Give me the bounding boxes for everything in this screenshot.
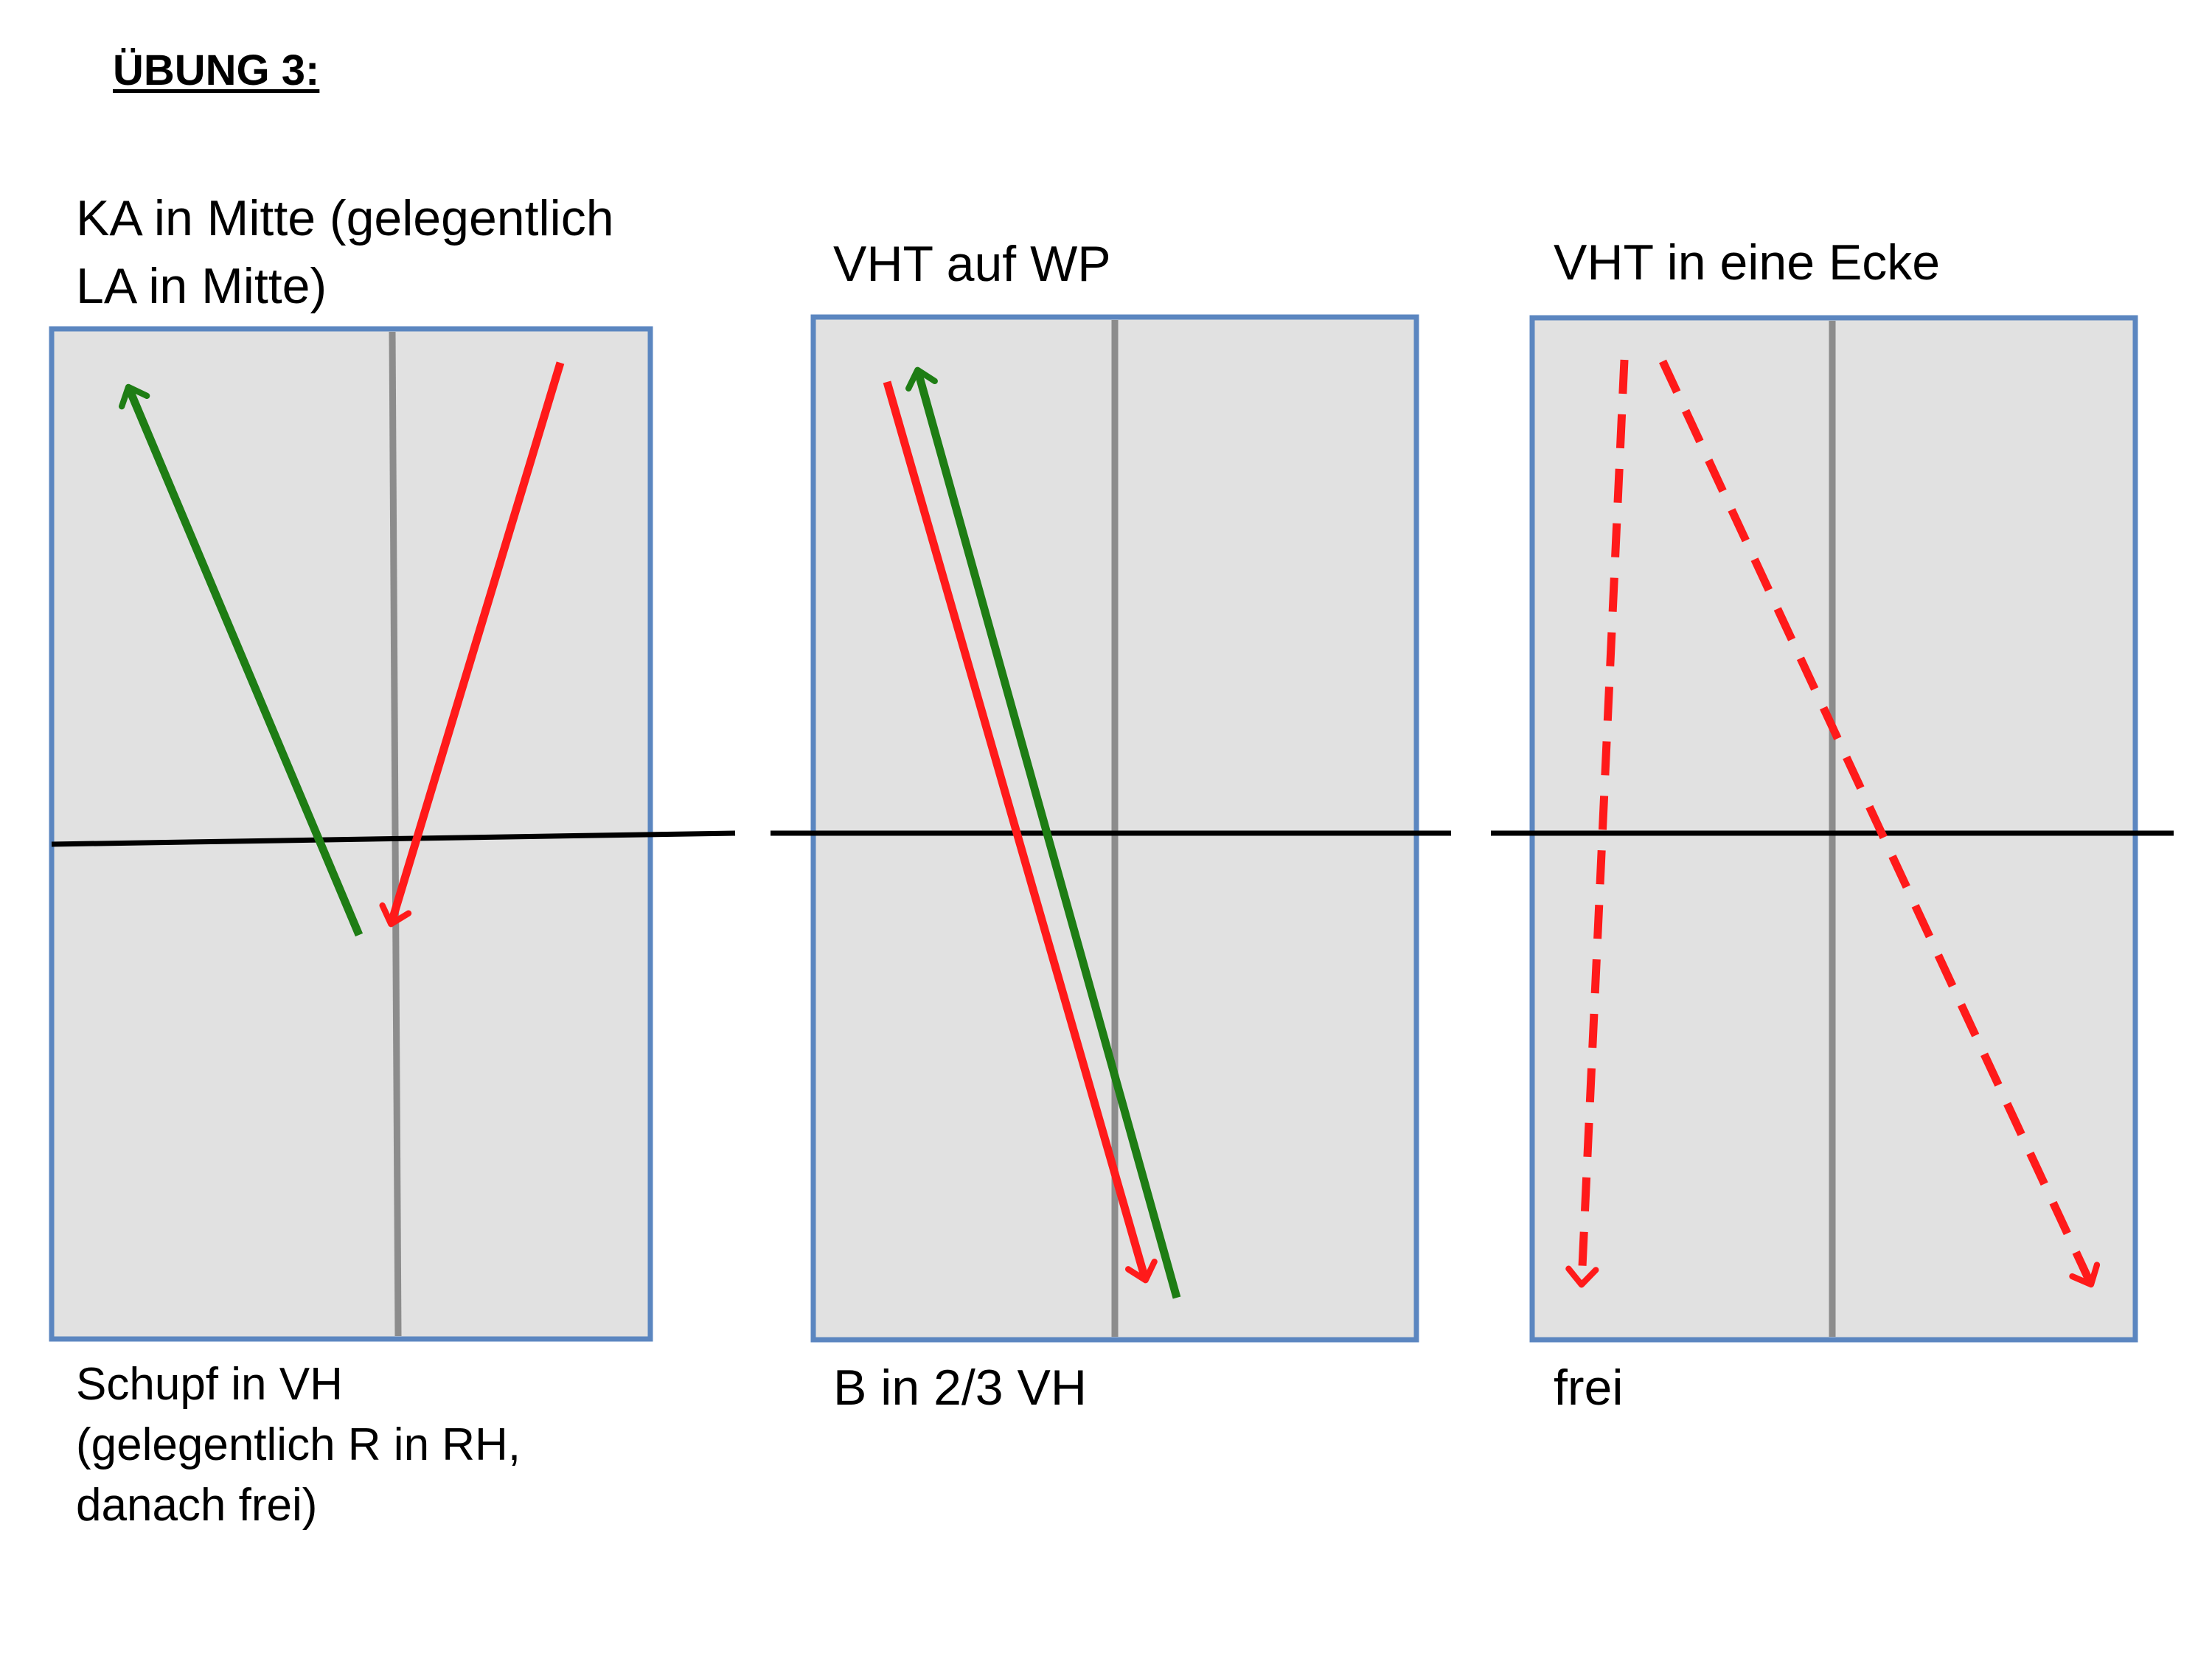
panel-1-top-caption-line-2: LA in Mitte) [76, 258, 327, 314]
panel-1-red-arrow [379, 361, 565, 928]
panel-3-bottom-caption: frei [1554, 1360, 1624, 1416]
panel-1-net-line [51, 830, 736, 847]
panel-3-court [1491, 315, 2174, 1343]
panel-3-red-dashed-arrow-1 [1565, 359, 1629, 1288]
panel-2-court [771, 314, 1451, 1343]
panel-1-bottom-caption-line-2: (gelegentlich R in RH, [76, 1419, 521, 1470]
panel-1-center-line [389, 331, 402, 1337]
panel-1-court [49, 326, 736, 1342]
panel-1-bottom-caption-line-3: danach frei) [76, 1480, 318, 1531]
panel-1-top-caption-line-1: KA in Mitte (gelegentlich [76, 190, 614, 246]
panel-2-top-caption: VHT auf WP [833, 236, 1111, 292]
panel-3-red-dashed-arrow-2 [1659, 359, 2101, 1288]
panel-1-bottom-caption-line-1: Schupf in VH [76, 1359, 343, 1410]
panel-2-red-arrow [883, 380, 1158, 1284]
panel-3-top-caption: VHT in eine Ecke [1554, 234, 1941, 291]
slide-title: ÜBUNG 3: [113, 46, 320, 94]
panel-1-green-arrow [118, 383, 364, 937]
panel-2-bottom-caption: B in 2/3 VH [833, 1360, 1087, 1416]
panel-2-green-arrow [905, 366, 1181, 1299]
